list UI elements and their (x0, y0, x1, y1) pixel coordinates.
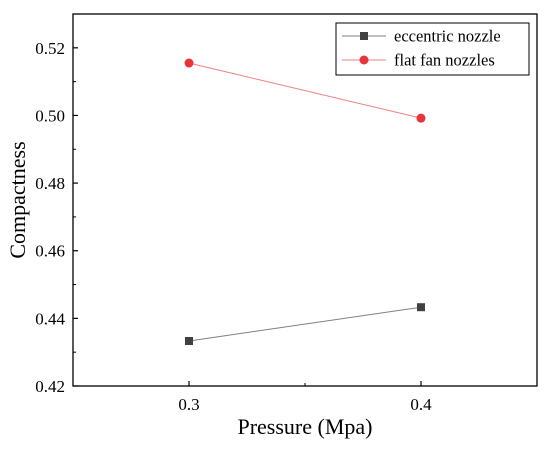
y-tick-label: 0.52 (35, 39, 65, 58)
legend-marker (360, 32, 368, 40)
series-line (188, 306, 422, 342)
data-point (185, 337, 193, 346)
legend-marker (359, 55, 369, 65)
y-tick-label: 0.48 (35, 174, 65, 193)
x-axis-ticks: 0.3 0.4 (178, 381, 432, 414)
legend: eccentric nozzle flat fan nozzles (335, 22, 530, 76)
x-tick-label: 0.4 (410, 395, 432, 414)
y-tick-label: 0.44 (35, 309, 65, 328)
data-point (417, 303, 425, 312)
y-tick-label: 0.46 (35, 242, 65, 261)
series-layer (184, 58, 426, 346)
y-tick-label: 0.50 (35, 106, 65, 125)
legend-box (335, 22, 530, 76)
legend-label: flat fan nozzles (394, 51, 495, 70)
series-line (188, 62, 422, 119)
data-point (184, 58, 194, 68)
y-axis-ticks: 0.42 0.44 0.46 0.48 0.50 0.52 (35, 39, 78, 396)
x-axis-title: Pressure (Mpa) (237, 414, 372, 439)
data-point (416, 113, 426, 123)
y-tick-label: 0.42 (35, 377, 65, 396)
y-axis-title: Compactness (5, 141, 30, 258)
x-tick-label: 0.3 (178, 395, 199, 414)
legend-label: eccentric nozzle (394, 27, 501, 46)
